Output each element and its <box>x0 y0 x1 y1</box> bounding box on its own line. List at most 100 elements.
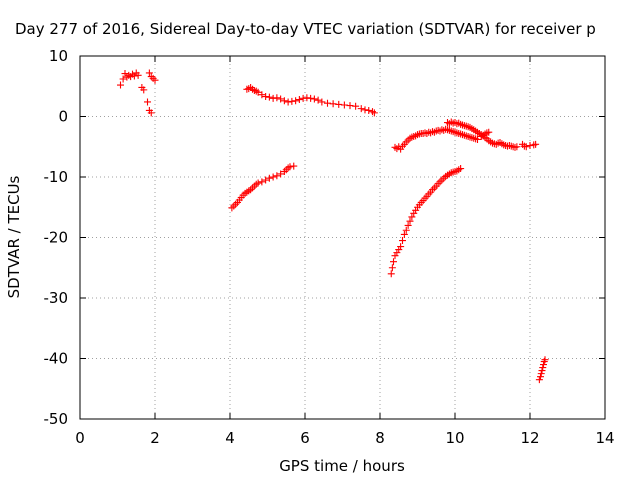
data-point <box>451 128 459 136</box>
data-point <box>538 367 546 375</box>
axis-ticks: 0 2 4 6 8 10 12 14 10 0 -10 -20 -30 -40 -50 <box>44 47 615 447</box>
data-point <box>290 162 298 170</box>
data-point <box>258 91 266 99</box>
data-point <box>245 85 253 93</box>
data-point <box>147 73 155 81</box>
data-point <box>324 99 331 107</box>
x-tick-label: 2 <box>150 429 160 447</box>
data-point <box>540 361 547 369</box>
data-point <box>370 109 378 117</box>
data-point <box>507 142 515 150</box>
data-point <box>273 172 281 180</box>
data-point <box>539 364 547 372</box>
data-point <box>121 70 129 78</box>
data-point <box>442 125 450 133</box>
x-tick-label: 6 <box>300 429 310 447</box>
data-point <box>254 179 262 187</box>
y-tick-label: 10 <box>49 47 68 65</box>
data-point <box>537 373 544 381</box>
y-axis-label: SDTVAR / TECUs <box>5 175 23 298</box>
data-point <box>402 226 410 234</box>
y-tick-label: -10 <box>44 168 69 186</box>
data-point <box>445 120 453 128</box>
data-point <box>447 127 455 135</box>
data-point <box>295 96 303 104</box>
data-point <box>230 202 238 210</box>
data-point <box>447 118 455 126</box>
data-point <box>423 129 431 137</box>
data-point <box>269 173 277 181</box>
x-tick-label: 14 <box>595 429 614 447</box>
data-point <box>494 139 502 147</box>
data-point <box>540 358 548 366</box>
data-point <box>254 88 262 96</box>
data-point <box>145 69 153 77</box>
data-point <box>303 94 311 102</box>
data-point <box>307 94 315 102</box>
data-point <box>151 76 159 84</box>
data-point <box>511 143 519 151</box>
x-tick-label: 8 <box>375 429 385 447</box>
data-point <box>391 252 399 260</box>
data-point <box>258 178 266 186</box>
data-points <box>117 69 549 384</box>
data-point <box>134 71 142 79</box>
data-point <box>444 119 451 127</box>
data-point <box>444 126 451 134</box>
data-point <box>430 184 438 192</box>
data-point <box>404 221 412 229</box>
data-point <box>436 127 444 135</box>
data-point <box>314 96 322 104</box>
data-point <box>393 249 401 257</box>
grid-lines <box>80 56 605 419</box>
data-point <box>457 120 465 128</box>
data-point <box>526 142 534 150</box>
data-point <box>459 131 466 139</box>
data-point <box>470 134 478 142</box>
data-point <box>427 129 435 137</box>
data-point <box>391 143 399 151</box>
data-point <box>249 85 256 93</box>
data-point <box>365 106 373 114</box>
data-point <box>453 129 461 137</box>
data-point <box>369 108 376 116</box>
data-point <box>440 174 448 182</box>
data-point <box>357 105 365 113</box>
data-point <box>292 97 300 105</box>
data-point <box>252 87 260 95</box>
data-point <box>388 264 396 272</box>
y-tick-label: 0 <box>58 108 68 126</box>
data-point <box>464 132 472 140</box>
data-point <box>520 142 528 150</box>
data-point <box>395 246 403 254</box>
data-point <box>125 71 133 79</box>
data-point <box>429 128 436 136</box>
data-point <box>346 102 354 110</box>
data-point <box>459 121 466 129</box>
data-point <box>530 141 538 149</box>
data-point <box>286 163 294 171</box>
data-point <box>412 206 420 214</box>
x-tick-label: 4 <box>225 429 235 447</box>
data-point <box>329 100 337 108</box>
data-point <box>466 133 474 141</box>
data-point <box>453 120 461 128</box>
data-point <box>460 131 468 139</box>
x-tick-label: 12 <box>520 429 539 447</box>
data-point <box>408 213 416 221</box>
data-point <box>340 101 348 109</box>
data-point <box>445 126 453 134</box>
data-point <box>277 95 285 103</box>
data-point <box>284 164 292 172</box>
data-point <box>149 74 157 82</box>
data-point <box>280 97 288 105</box>
data-point <box>282 166 290 174</box>
y-tick-label: -30 <box>44 289 69 307</box>
data-point <box>436 178 444 186</box>
data-point <box>228 204 236 212</box>
chart-title: Day 277 of 2016, Sidereal Day-to-day VTE… <box>15 20 596 38</box>
data-point <box>537 370 545 378</box>
data-point <box>430 128 438 136</box>
x-axis-label: GPS time / hours <box>279 457 405 475</box>
data-point <box>140 86 148 94</box>
